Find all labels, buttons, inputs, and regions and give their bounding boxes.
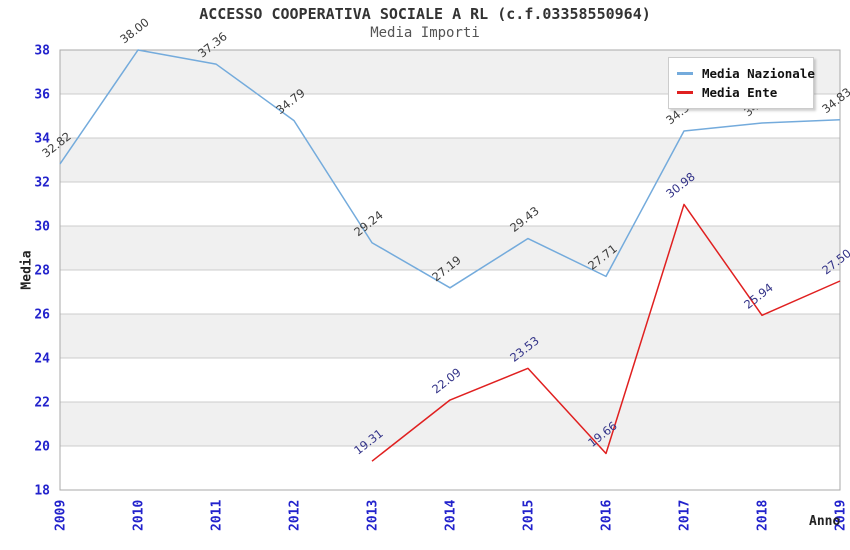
plot-band	[60, 402, 840, 446]
x-tick-label: 2010	[132, 500, 147, 531]
legend-label: Media Ente	[702, 85, 778, 100]
plot-band	[60, 270, 840, 314]
series-line-media-nazionale	[59, 49, 841, 289]
y-tick-label: 24	[34, 352, 50, 367]
chart-subtitle: Media Importi	[370, 25, 480, 41]
x-tick-label: 2018	[756, 500, 771, 531]
x-tick-label: 2014	[444, 500, 459, 531]
y-tick-label: 26	[34, 308, 50, 323]
x-tick-label: 2011	[210, 500, 225, 531]
x-tick-label: 2019	[834, 500, 849, 531]
legend-swatch-red-icon	[677, 91, 693, 94]
plot-border	[59, 49, 841, 491]
plot-band	[60, 314, 840, 358]
y-tick-label: 20	[34, 440, 50, 455]
legend: Media Nazionale Media Ente	[668, 57, 815, 109]
legend-item-media-ente: Media Ente	[677, 83, 805, 102]
x-tick-label: 2017	[678, 500, 693, 531]
plot-band	[60, 358, 840, 402]
plot-band	[60, 138, 840, 182]
y-axis-title: Media	[19, 250, 35, 290]
y-tick-label: 34	[34, 132, 50, 147]
series-line-media-ente	[371, 203, 841, 462]
plot-band	[60, 182, 840, 226]
legend-item-media-nazionale: Media Nazionale	[677, 64, 815, 83]
plot-band	[60, 446, 840, 490]
x-tick-label: 2016	[600, 500, 615, 531]
x-tick-label: 2013	[366, 500, 381, 531]
y-tick-label: 28	[34, 264, 50, 279]
y-tick-label: 38	[34, 44, 50, 59]
y-tick-label: 36	[34, 88, 50, 103]
y-tick-label: 30	[34, 220, 50, 235]
x-tick-label: 2012	[288, 500, 303, 531]
y-tick-label: 18	[34, 484, 50, 499]
plot-band	[60, 226, 840, 270]
y-tick-label: 22	[34, 396, 50, 411]
x-axis-title: Anno	[809, 514, 841, 529]
point-label: 38.00	[117, 15, 152, 46]
x-tick-label: 2009	[54, 500, 69, 531]
x-tick-label: 2015	[522, 500, 537, 531]
legend-swatch-blue-icon	[677, 72, 693, 75]
chart-title: ACCESSO COOPERATIVA SOCIALE A RL (c.f.03…	[199, 5, 651, 23]
y-tick-label: 32	[34, 176, 50, 191]
legend-label: Media Nazionale	[702, 66, 815, 81]
